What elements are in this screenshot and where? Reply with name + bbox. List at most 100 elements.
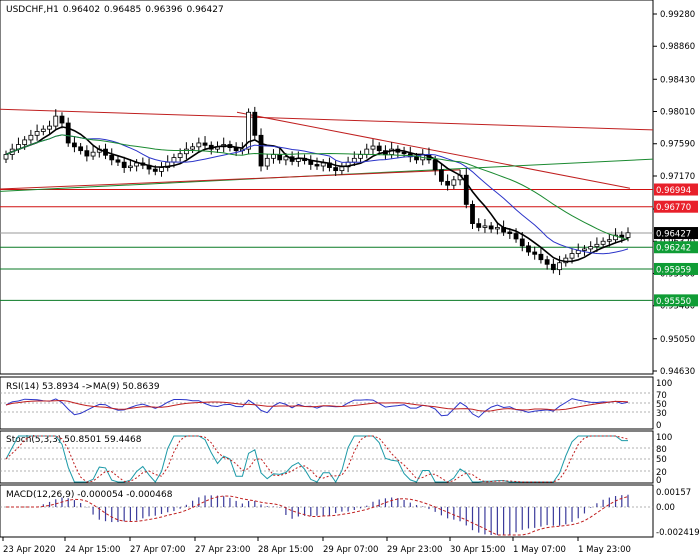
macd-signal-line (6, 495, 629, 536)
time-tick-label: 23 Apr 2020 (3, 545, 56, 555)
level-label-box (654, 200, 698, 213)
rsi-axis: 100 70 50 30 0 (656, 379, 672, 431)
candle-body (625, 232, 631, 238)
candle-body (183, 148, 189, 155)
rsi-tick-70: 70 (656, 391, 667, 401)
macd-tick-zero: 0.00 (656, 503, 675, 513)
candle-body (582, 248, 587, 251)
candle-body (22, 139, 28, 145)
candle-body (121, 161, 127, 168)
level-labels: 0.96994 0.96770 0.96427 0.96242 0.95959 0.955… (0, 183, 698, 307)
stoch-panel-frame (0, 430, 654, 484)
level-label: 0.96770 (656, 203, 691, 213)
indicator-lines (0, 392, 653, 536)
candle-body (78, 146, 84, 152)
candle-body (3, 154, 9, 160)
candle-body (28, 134, 34, 141)
candle-body (557, 262, 562, 271)
candle-body (358, 154, 363, 159)
rsi-tick-100: 100 (656, 379, 672, 389)
candle-body (339, 166, 345, 172)
macd-title: MACD(12,26,9) -0.000054 -0.000468 (6, 490, 173, 500)
stoch-tick-50: 50 (656, 455, 667, 465)
candle-body (333, 167, 339, 172)
candle-body (320, 162, 326, 167)
candle-body (613, 234, 618, 241)
time-tick-label: 27 Apr 23:00 (195, 545, 250, 555)
level-label-box (654, 294, 698, 307)
candle-body (600, 240, 606, 245)
candle-body (53, 115, 59, 127)
candle-body (90, 151, 96, 157)
level-label-box (654, 183, 698, 196)
candle-body (84, 150, 90, 157)
candle-body (159, 167, 164, 172)
stoch-axis: 100 80 50 20 0 (656, 433, 672, 486)
rsi-ma-line (5, 399, 629, 412)
ma-fast-line (5, 126, 629, 263)
resistance-trendline (0, 108, 654, 131)
price-tick-label: 0.97590 (660, 140, 695, 150)
candle-body (152, 168, 158, 172)
level-label: 0.96994 (656, 186, 691, 196)
candle-body (190, 146, 196, 150)
time-tick-label: 1 May 23:00 (578, 545, 631, 555)
candle-body (513, 233, 519, 240)
stoch-k-line (5, 435, 628, 483)
candle-body (482, 225, 488, 228)
candle-body (432, 159, 438, 171)
stoch-tick-0: 0 (656, 476, 661, 486)
candle-body (438, 169, 444, 182)
trend-lines (0, 108, 654, 192)
candle-body (532, 251, 538, 255)
candle-body (283, 156, 289, 161)
time-tick-label: 1 May 07:00 (513, 545, 566, 555)
time-tick-label: 30 Apr 15:00 (450, 545, 505, 555)
time-tick-label: 29 Apr 07:00 (323, 545, 378, 555)
candle-body (463, 174, 469, 205)
price-tick-label: 0.94630 (660, 367, 695, 377)
descending-trendline (236, 111, 631, 189)
rsi-tick-50: 50 (656, 400, 667, 410)
time-tick-label: 24 Apr 15:00 (65, 545, 120, 555)
candle-body (569, 253, 575, 259)
candle-body (606, 239, 612, 242)
level-label: 0.96427 (656, 230, 691, 240)
candle-body (470, 203, 475, 224)
candle-body (202, 142, 208, 146)
candle-body (488, 225, 494, 230)
candle-body (538, 253, 544, 261)
candle-body (277, 154, 283, 161)
level-label-box (654, 262, 698, 275)
macd-tick-top: 0.00157 (656, 488, 691, 498)
open-value: 0.96402 (63, 5, 100, 15)
time-tick-label: 29 Apr 23:00 (387, 545, 442, 555)
candle-body (127, 165, 133, 168)
rsi-tick-0: 0 (656, 421, 661, 431)
candle-body (258, 134, 264, 167)
candle-body (594, 243, 600, 248)
price-tick-label: 0.98430 (660, 75, 695, 85)
price-tick-label: 0.99280 (660, 10, 695, 20)
lower-red-trendline (0, 169, 461, 190)
candle-body (40, 128, 46, 132)
candles (3, 106, 631, 276)
candle-body (376, 145, 382, 152)
level-label: 0.95550 (656, 297, 691, 307)
symbol-label: USDCHF,H1 (6, 5, 59, 15)
candle-body (351, 157, 357, 163)
ma-slow-line (5, 134, 629, 241)
candle-body (519, 238, 525, 247)
price-tick-label: 0.95480 (660, 302, 695, 312)
candle-body (59, 115, 65, 124)
price-tick-label: 0.97170 (660, 172, 695, 182)
candle-body (177, 153, 183, 158)
candle-body (34, 131, 40, 136)
level-label-box (654, 241, 698, 254)
level-label: 0.95959 (656, 265, 691, 275)
time-tick-label: 27 Apr 07:00 (130, 545, 185, 555)
candle-body (109, 154, 115, 161)
rsi-line (5, 398, 629, 418)
